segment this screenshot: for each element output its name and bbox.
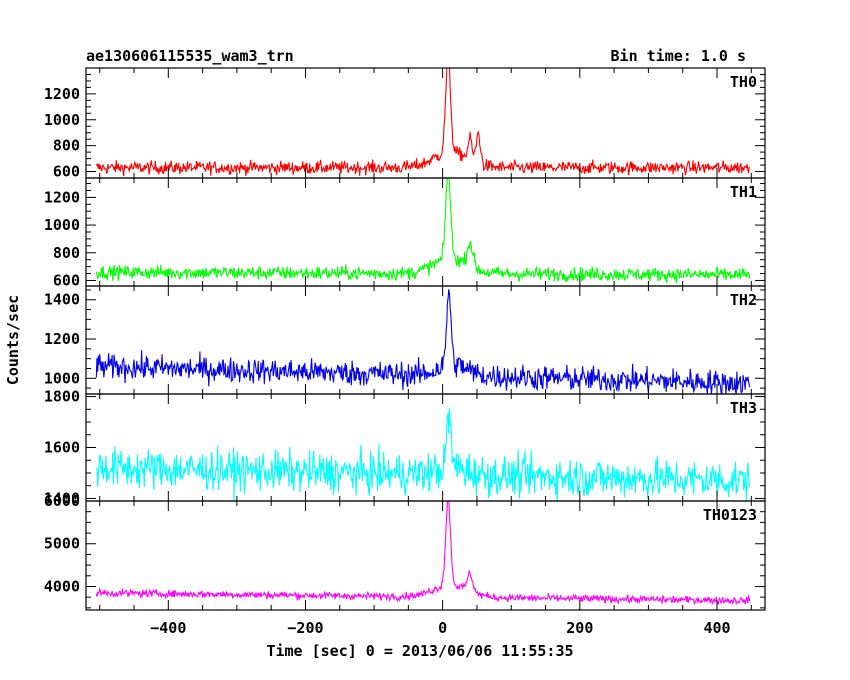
bin-time-label: Bin time: 1.0 s bbox=[611, 47, 746, 65]
series-line-th0 bbox=[95, 68, 751, 177]
y-tick-label: 6000 bbox=[44, 492, 80, 510]
panel-th0123: 4000 5000 6000 TH0123 bbox=[44, 492, 766, 611]
series-line-th3 bbox=[95, 407, 751, 501]
x-axis-ticks: −400 −200 0 200 400 bbox=[150, 619, 730, 637]
y-tick-label: 600 bbox=[53, 163, 80, 181]
panel-name-label: TH3 bbox=[730, 399, 757, 417]
x-tick-label: 0 bbox=[438, 619, 447, 637]
y-tick-label: 800 bbox=[53, 137, 80, 155]
y-tick-label: 1800 bbox=[44, 388, 80, 406]
x-tick-label: −200 bbox=[287, 619, 323, 637]
panel-name-label: TH0 bbox=[730, 73, 757, 91]
panel-name-label: TH0123 bbox=[703, 506, 757, 524]
panel-th0: 600 800 1000 1200 TH0 bbox=[44, 67, 766, 181]
y-tick-label: 1400 bbox=[44, 291, 80, 309]
y-tick-label: 1000 bbox=[44, 369, 80, 387]
panel-th1: 600 800 1000 1200 TH1 bbox=[44, 177, 766, 289]
panel-th2: 1000 1200 1400 TH2 bbox=[44, 285, 766, 395]
x-tick-label: −400 bbox=[150, 619, 186, 637]
y-tick-label: 1200 bbox=[44, 330, 80, 348]
y-tick-label: 1200 bbox=[44, 85, 80, 103]
y-axis-label: Counts/sec bbox=[4, 295, 22, 385]
panel-frame bbox=[85, 500, 766, 611]
series-line-th0123 bbox=[95, 501, 751, 606]
y-tick-label: 1200 bbox=[44, 188, 80, 206]
x-tick-label: 400 bbox=[703, 619, 730, 637]
y-tick-label: 4000 bbox=[44, 577, 80, 595]
y-tick-label: 5000 bbox=[44, 535, 80, 553]
y-tick-label: 1000 bbox=[44, 216, 80, 234]
panel-th3: 1400 1600 1800 TH3 bbox=[44, 388, 766, 507]
panel-name-label: TH2 bbox=[730, 291, 757, 309]
x-axis-label: Time [sec] 0 = 2013/06/06 11:55:35 bbox=[266, 642, 573, 660]
panel-name-label: TH1 bbox=[730, 183, 757, 201]
series-line-th1 bbox=[95, 178, 751, 284]
x-tick-label: 200 bbox=[566, 619, 593, 637]
y-tick-label: 800 bbox=[53, 244, 80, 262]
series-line-th2 bbox=[95, 289, 751, 394]
y-tick-label: 1600 bbox=[44, 439, 80, 457]
y-tick-label: 600 bbox=[53, 271, 80, 289]
panel-frame bbox=[85, 177, 766, 287]
chart-title: ae130606115535_wam3_trn bbox=[86, 47, 294, 65]
panels-group: 600 800 1000 1200 TH0 600 800 1000 1200 TH1 1000 12… bbox=[44, 67, 766, 611]
y-tick-label: 1400 bbox=[44, 489, 80, 507]
y-tick-label: 1000 bbox=[44, 111, 80, 129]
